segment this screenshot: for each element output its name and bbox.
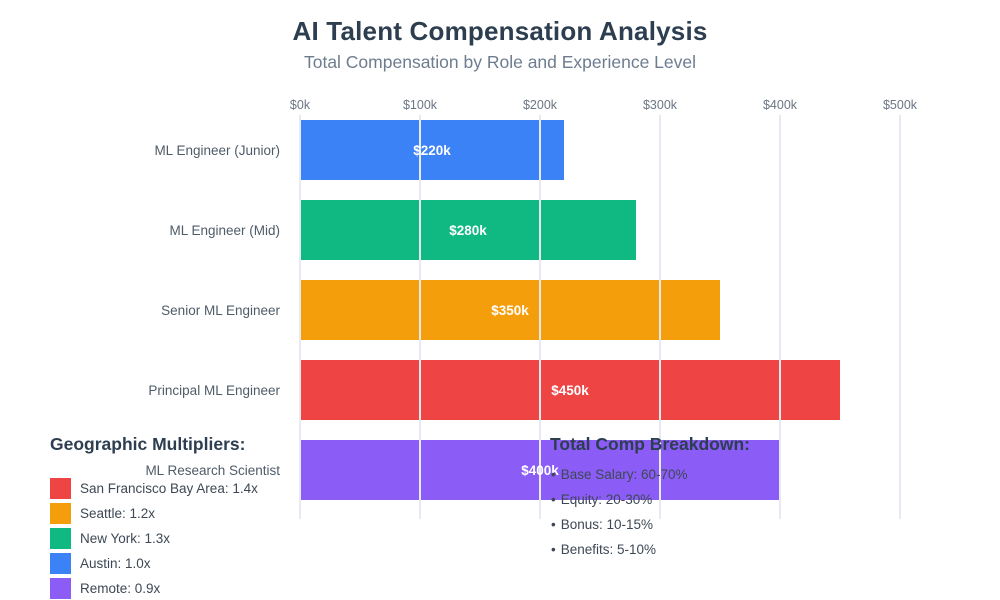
legend-swatch <box>50 577 71 599</box>
legend-swatch <box>50 527 71 549</box>
x-tick-label: $200k <box>522 98 558 112</box>
legend-item-label: Austin: 1.0x <box>80 555 151 571</box>
category-label: ML Research Scientist <box>145 462 280 478</box>
gridline-4 <box>779 115 781 519</box>
legend-swatch <box>50 477 71 499</box>
bar-value-label: $350k <box>491 302 529 318</box>
bullet-icon: • <box>551 492 556 507</box>
legend-item: New York: 1.3x <box>50 527 170 549</box>
breakdown-item-label: Bonus: 10-15% <box>560 517 654 532</box>
x-tick-label: $0k <box>289 98 311 112</box>
legend-swatch <box>50 552 71 574</box>
category-label: ML Engineer (Junior) <box>154 142 280 158</box>
legend-item-label: San Francisco Bay Area: 1.4x <box>80 480 258 496</box>
bar-2: $350k <box>300 280 720 340</box>
breakdown-heading: Total Comp Breakdown: <box>550 434 750 454</box>
bar-value-label: $450k <box>551 382 589 398</box>
legend-item: Seattle: 1.2x <box>50 502 155 524</box>
gridline-0 <box>299 115 301 519</box>
x-tick-label: $100k <box>402 98 438 112</box>
category-label: ML Engineer (Mid) <box>169 222 280 238</box>
breakdown-item-label: Base Salary: 60-70% <box>560 467 688 482</box>
legend-item: Remote: 0.9x <box>50 577 160 599</box>
legend-swatch <box>50 502 71 524</box>
gridline-5 <box>899 115 901 519</box>
bar-value-label: $280k <box>449 222 487 238</box>
bullet-icon: • <box>551 517 556 532</box>
legend-item-label: Remote: 0.9x <box>80 580 161 596</box>
breakdown-item: • Benefits: 5-10% <box>551 542 656 557</box>
bar-value-label: $220k <box>413 142 451 158</box>
gridline-1 <box>419 115 421 519</box>
legend-heading: Geographic Multipliers: <box>50 434 246 454</box>
legend-item-label: Seattle: 1.2x <box>80 505 156 521</box>
bar-value-label: $400k <box>521 462 559 478</box>
bullet-icon: • <box>551 467 556 482</box>
gridline-3 <box>659 115 661 519</box>
category-label: Principal ML Engineer <box>148 382 280 398</box>
chart-title: AI Talent Compensation Analysis <box>292 16 708 46</box>
x-tick-label: $500k <box>882 98 918 112</box>
breakdown-item: • Bonus: 10-15% <box>551 517 653 532</box>
category-label: Senior ML Engineer <box>161 302 280 318</box>
breakdown-item-label: Benefits: 5-10% <box>560 542 657 557</box>
bar-1: $280k <box>300 200 636 260</box>
gridline-2 <box>539 115 541 519</box>
bullet-icon: • <box>551 542 556 557</box>
breakdown-item-label: Equity: 20-30% <box>560 492 653 507</box>
x-tick-label: $300k <box>642 98 678 112</box>
bar-3: $450k <box>300 360 840 420</box>
breakdown-item: • Equity: 20-30% <box>551 492 652 507</box>
breakdown-item: • Base Salary: 60-70% <box>551 467 688 482</box>
legend-item: San Francisco Bay Area: 1.4x <box>50 477 258 499</box>
x-tick-label: $400k <box>762 98 798 112</box>
chart-subtitle: Total Compensation by Role and Experienc… <box>303 52 697 72</box>
bar-0: $220k <box>300 120 564 180</box>
legend-item: Austin: 1.0x <box>50 552 151 574</box>
legend-item-label: New York: 1.3x <box>80 530 171 546</box>
